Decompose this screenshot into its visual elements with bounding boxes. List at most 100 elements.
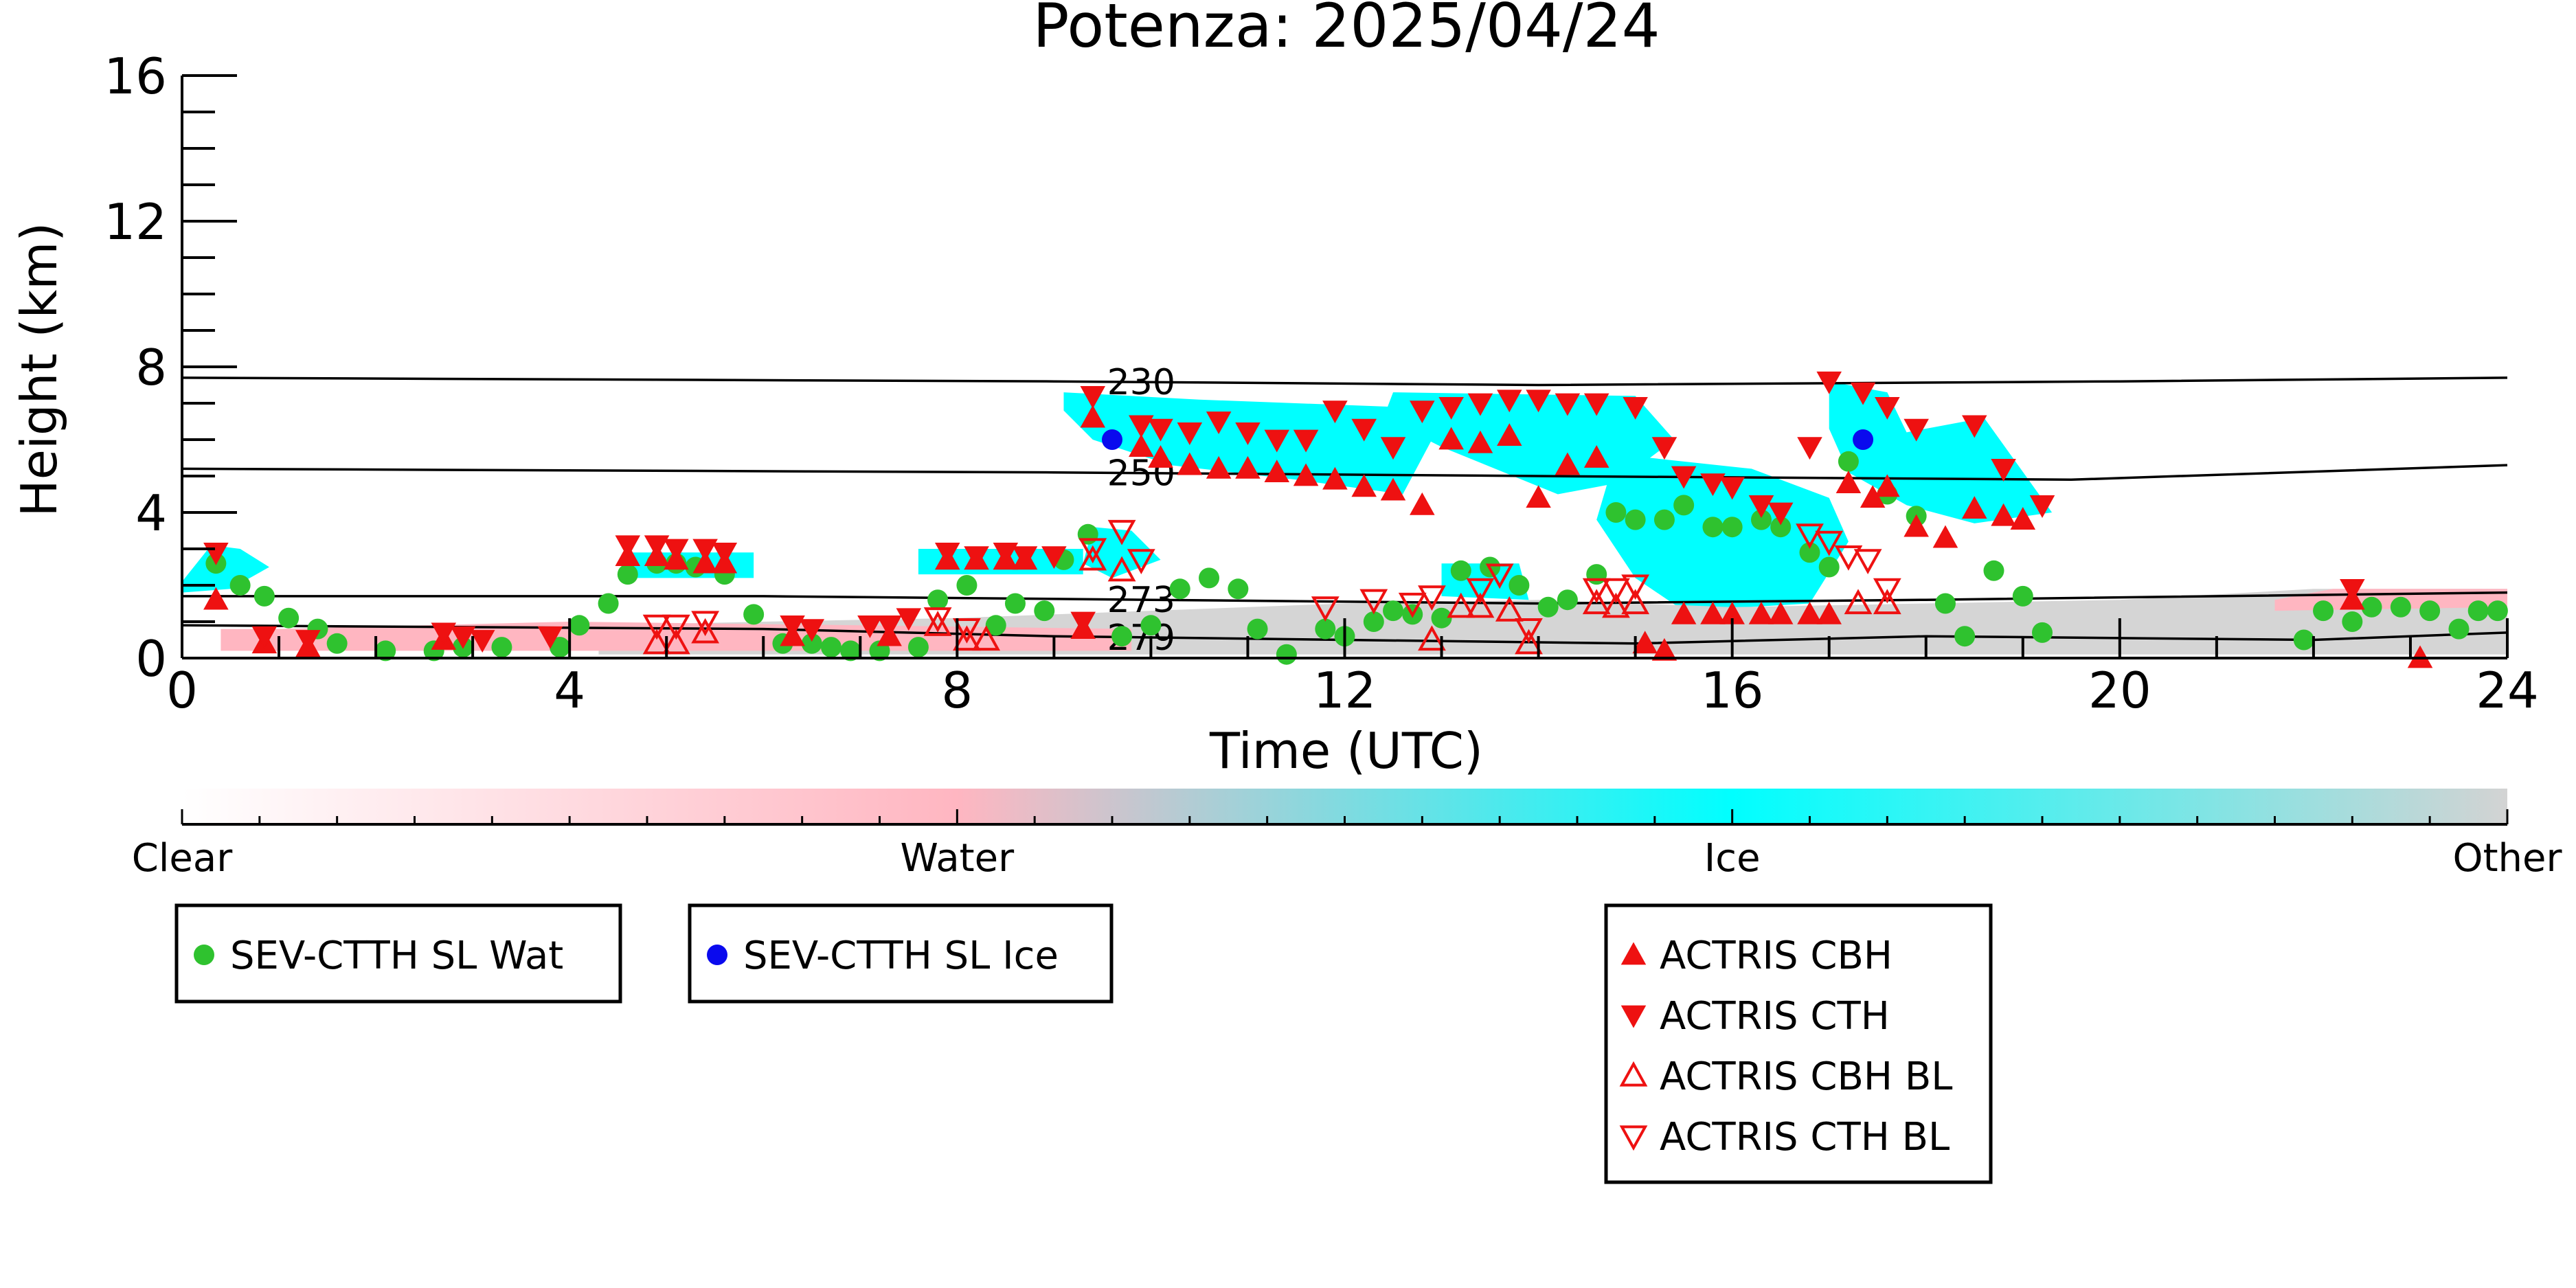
data-point xyxy=(1651,637,1677,661)
data-point xyxy=(1700,473,1726,497)
data-point xyxy=(295,630,321,653)
data-point xyxy=(1653,509,1675,530)
data-point xyxy=(1838,451,1859,472)
data-point xyxy=(1485,563,1514,589)
data-point xyxy=(1495,596,1524,622)
data-point xyxy=(1816,601,1842,624)
data-point xyxy=(1850,382,1876,405)
data-point xyxy=(1816,371,1842,394)
data-point xyxy=(1078,545,1107,571)
data-point xyxy=(644,535,670,558)
data-point xyxy=(1148,444,1173,468)
data-point xyxy=(375,640,396,662)
isotherm-label-230: 230 xyxy=(1107,362,1175,403)
data-point xyxy=(1582,578,1611,604)
data-point xyxy=(2467,600,2489,622)
data-point xyxy=(1129,415,1154,438)
data-point xyxy=(1586,564,1607,585)
data-point xyxy=(1496,423,1522,447)
data-point xyxy=(2029,495,2055,518)
data-point xyxy=(1815,530,1844,556)
y-tick-label: 8 xyxy=(135,339,167,396)
data-point xyxy=(1748,495,1774,518)
data-point xyxy=(1070,611,1096,635)
data-point xyxy=(1515,618,1543,644)
y-tick-label: 12 xyxy=(104,193,167,251)
data-point xyxy=(1853,549,1882,575)
data-point xyxy=(1767,601,1794,624)
data-point xyxy=(1466,592,1495,618)
x-tick-label: 16 xyxy=(1701,662,1764,719)
x-axis-label: Time (UTC) xyxy=(1209,722,1483,780)
data-point xyxy=(1873,589,1901,615)
data-point xyxy=(2361,596,2382,618)
data-point xyxy=(1102,429,1122,450)
cloud-classification-regions xyxy=(182,381,2507,655)
data-markers xyxy=(203,371,2508,668)
data-point xyxy=(469,630,495,653)
cloud-region-ice xyxy=(1596,454,1849,611)
data-point xyxy=(1041,546,1067,569)
data-point xyxy=(1080,386,1106,409)
legend-label: ACTRIS CTH BL xyxy=(1660,1115,1950,1160)
data-point xyxy=(1509,575,1530,596)
data-point xyxy=(780,615,805,638)
data-point xyxy=(1991,503,2016,526)
data-point xyxy=(2342,611,2363,632)
data-point xyxy=(1526,389,1551,413)
isotherm-line-250 xyxy=(181,464,2508,482)
data-point xyxy=(1903,418,1929,442)
data-point xyxy=(1148,418,1173,442)
data-point xyxy=(1671,601,1697,624)
legend-label: ACTRIS CTH xyxy=(1660,994,1890,1039)
legend-label: ACTRIS CBH xyxy=(1660,934,1893,978)
data-point xyxy=(1582,589,1611,615)
legend-marker xyxy=(194,945,214,965)
data-point xyxy=(1526,485,1551,508)
data-point xyxy=(1311,596,1340,622)
legend-box-right: ACTRIS CBH ACTRIS CTH ACTRIS CBH BL ACTRIS … xyxy=(1604,903,1993,1184)
data-point xyxy=(1515,629,1543,655)
data-point xyxy=(1797,601,1822,624)
data-point xyxy=(1111,626,1133,647)
data-point xyxy=(617,564,638,585)
legend-marker xyxy=(707,945,727,965)
data-point xyxy=(1853,429,1874,450)
data-point xyxy=(1351,474,1377,497)
data-point xyxy=(1625,509,1646,530)
data-point xyxy=(1247,618,1268,640)
data-point xyxy=(1351,418,1377,442)
colorbar-label-water: Water xyxy=(901,836,1015,881)
legend-marker xyxy=(1619,1061,1648,1087)
data-point xyxy=(1293,429,1319,453)
data-point xyxy=(1177,452,1203,475)
data-point xyxy=(2010,507,2036,530)
data-point xyxy=(712,542,738,565)
legend-label: SEV-CTTH SL Wat xyxy=(230,934,563,978)
data-point xyxy=(1235,422,1261,445)
y-tick-label: 4 xyxy=(135,484,167,542)
data-point xyxy=(877,615,902,638)
data-point xyxy=(1359,589,1388,615)
data-point xyxy=(934,542,960,565)
data-point xyxy=(1177,422,1203,445)
data-point xyxy=(1418,585,1446,611)
legend-marker xyxy=(1619,1125,1648,1151)
data-point xyxy=(1169,578,1190,600)
data-point xyxy=(896,608,922,631)
data-point xyxy=(2419,600,2441,622)
data-point xyxy=(1438,427,1464,450)
data-point xyxy=(1496,389,1522,413)
data-point xyxy=(1873,578,1901,604)
data-point xyxy=(1466,578,1495,604)
data-point xyxy=(1602,578,1630,604)
legend-frame xyxy=(1604,903,1993,1184)
x-tick-label: 4 xyxy=(554,662,585,719)
data-point xyxy=(1129,434,1154,457)
data-point xyxy=(1410,492,1435,515)
data-point xyxy=(1012,546,1038,569)
data-point xyxy=(907,637,929,658)
legend-box-middle: SEV-CTTH SL Ice xyxy=(688,903,1114,1004)
data-point xyxy=(1467,393,1493,416)
